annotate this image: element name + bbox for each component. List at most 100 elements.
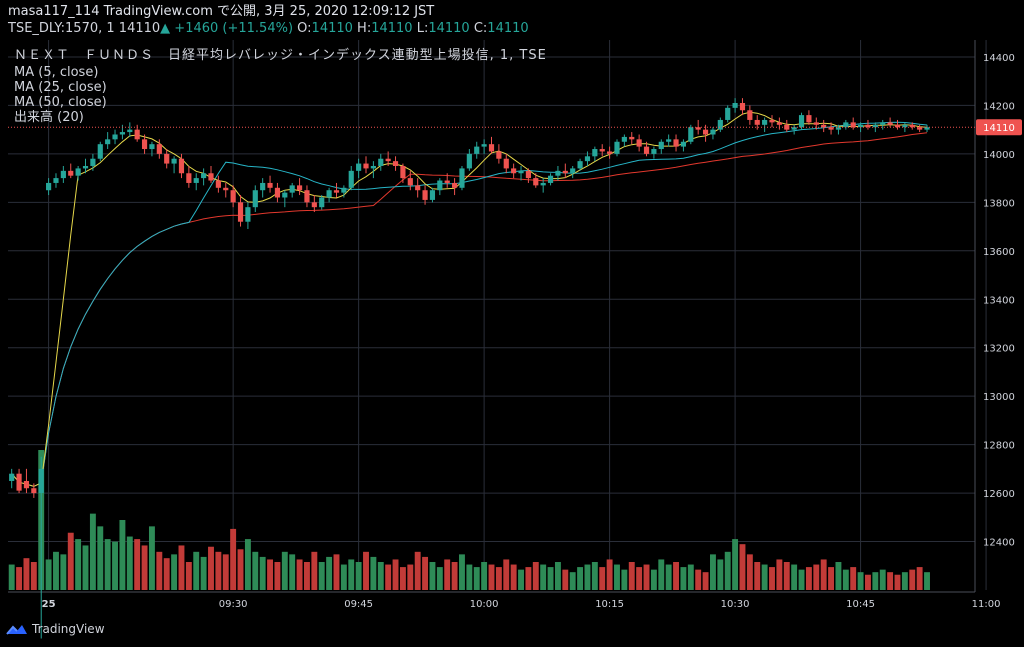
candle-body (415, 185, 421, 191)
legend-ma25[interactable]: MA (25, close) (14, 80, 107, 95)
volume-bar (673, 562, 679, 590)
volume-bar (104, 539, 111, 590)
candle-body (754, 119, 760, 125)
volume-bar (363, 551, 369, 590)
volume-bar (385, 564, 392, 590)
candle-body (289, 185, 295, 193)
legend-ma50[interactable]: MA (50, close) (14, 95, 107, 110)
volume-bar (909, 569, 916, 590)
candle-body (629, 136, 635, 140)
candle-body (673, 139, 679, 147)
candle-body (562, 170, 568, 174)
volume-bar (252, 551, 259, 590)
legend-volume[interactable]: 出来高 (20) (14, 110, 84, 125)
candle-body (385, 158, 391, 162)
candle-body (917, 127, 923, 130)
volume-bar (916, 567, 923, 590)
volume-bar (842, 569, 849, 590)
candle-body (23, 480, 30, 489)
volume-bar (865, 574, 871, 590)
legend-ma5[interactable]: MA (5, close) (14, 65, 99, 80)
volume-bar (532, 562, 539, 590)
candle-body (370, 165, 376, 169)
volume-bar (680, 567, 687, 590)
volume-bar (422, 556, 429, 590)
candle-body (429, 190, 436, 200)
candle-body (577, 161, 583, 169)
y-tick-label: 12600 (983, 489, 1015, 500)
volume-bar (274, 562, 281, 590)
candle-body (348, 170, 354, 188)
volume-bar (259, 556, 266, 590)
candle-body (356, 163, 362, 171)
volume-bar (289, 554, 296, 590)
volume-bar (134, 539, 141, 590)
candle-body (865, 124, 871, 128)
legend-symbol[interactable]: ＮＥＸＴ ＦＵＮＤＳ 日経平均レバレッジ・インデックス連動型上場投信, 1, T… (14, 48, 547, 63)
candle-body (437, 180, 443, 191)
last-price-badge (976, 119, 1022, 136)
volume-bar (820, 559, 827, 590)
volume-bar (901, 572, 908, 590)
volume-bar (577, 567, 584, 590)
volume-bar (510, 564, 517, 590)
volume-bar (754, 562, 761, 590)
candle-body (762, 119, 768, 125)
candle-body (75, 168, 81, 176)
candle-body (488, 144, 495, 152)
volume-bar (208, 546, 214, 590)
candle-body (31, 488, 37, 494)
candle-body (540, 182, 546, 186)
volume-bar (281, 551, 288, 590)
volume-bar (584, 564, 591, 590)
high-value: 14110 (371, 21, 413, 36)
volume-bar (540, 564, 547, 590)
candle-body (400, 165, 406, 179)
volume-bar (835, 562, 842, 590)
candle-body (614, 141, 620, 154)
candle-body (643, 146, 650, 154)
candle-body (82, 165, 89, 169)
candle-body (452, 182, 458, 188)
candle-body (636, 139, 642, 147)
y-tick-label: 14200 (983, 101, 1015, 112)
volume-bar (407, 564, 414, 590)
volume-bar (30, 562, 37, 590)
candle-body (296, 185, 303, 191)
y-tick-label: 14400 (983, 53, 1015, 64)
candle-body (319, 197, 325, 208)
candle-body (193, 178, 199, 183)
candle-body (924, 127, 930, 130)
volume-bar (798, 569, 805, 590)
volume-bar (562, 569, 569, 590)
chart-title: masa117_114 TradingView.com で公開, 3月 25, … (8, 4, 435, 19)
volume-bar (178, 545, 185, 590)
volume-bar (628, 562, 635, 590)
candle-body (798, 115, 805, 128)
candle-body (835, 127, 842, 130)
volume-bar (370, 556, 377, 590)
candle-body (584, 156, 591, 162)
volume-bar (813, 564, 820, 590)
volume-bar (156, 551, 163, 590)
volume-bar (459, 554, 465, 590)
candle-body (444, 180, 450, 183)
candle-body (547, 175, 554, 183)
candle-body (363, 163, 369, 169)
candle-body (171, 158, 177, 164)
candle-body (725, 107, 731, 120)
candle-body (680, 141, 687, 147)
candle-body (260, 182, 266, 191)
candle-body (481, 144, 487, 147)
candle-body (326, 190, 332, 198)
volume-bar (333, 554, 340, 590)
tradingview-logo[interactable]: TradingView (6, 622, 105, 636)
y-tick-label: 13000 (983, 392, 1015, 403)
volume-bar (547, 567, 554, 590)
change-value: +1460 (+11.54%) (174, 21, 294, 36)
last-price-label: 14110 (983, 123, 1015, 134)
candle-body (909, 124, 915, 128)
volume-bar (304, 562, 310, 590)
x-tick-label: 10:45 (846, 599, 875, 610)
